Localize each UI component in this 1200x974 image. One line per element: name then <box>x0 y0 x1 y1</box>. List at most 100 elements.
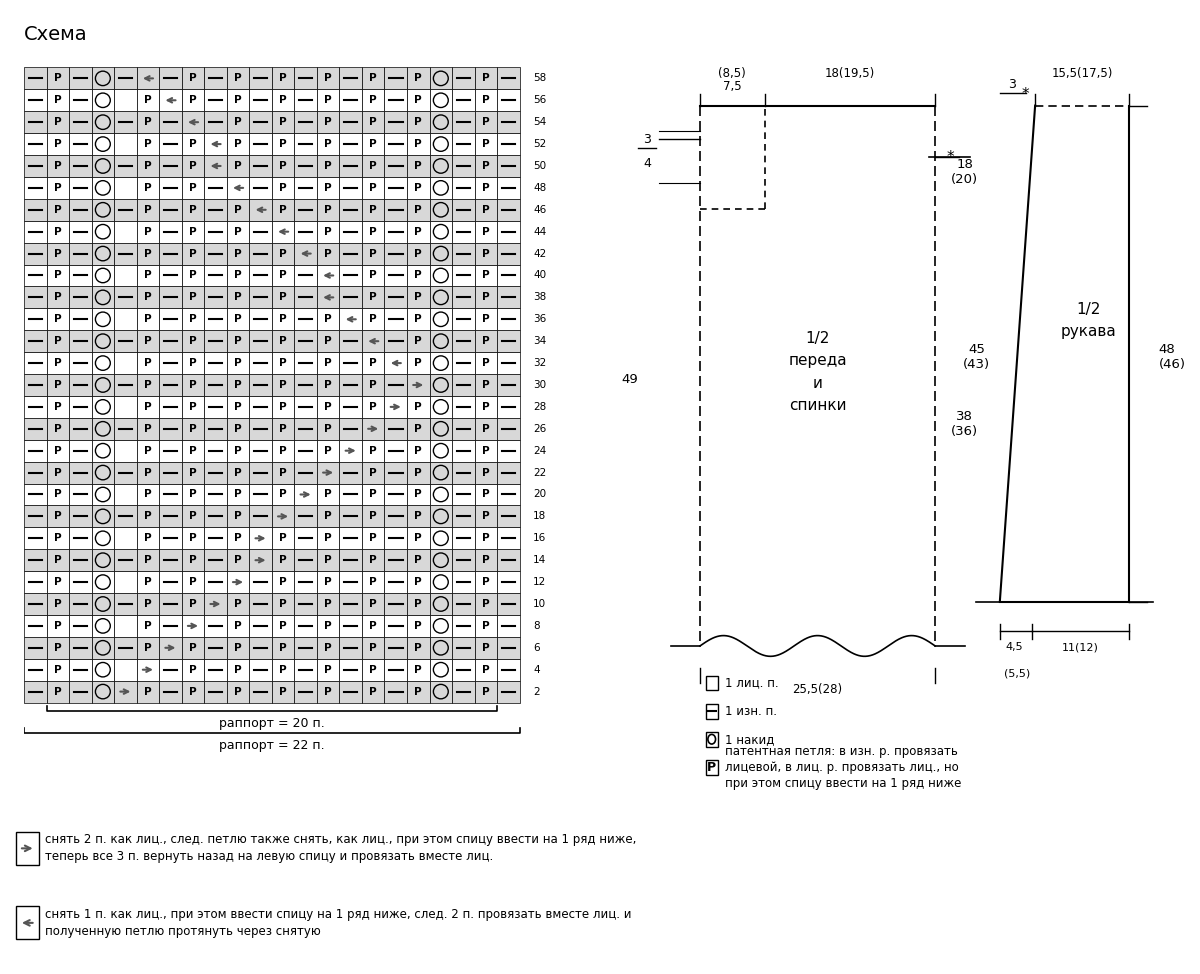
Bar <box>250 374 272 396</box>
Bar <box>452 155 475 177</box>
Text: P: P <box>414 248 422 258</box>
Bar <box>340 286 362 309</box>
Bar <box>362 593 384 615</box>
Bar <box>47 506 70 527</box>
Bar <box>227 90 250 111</box>
Bar <box>114 265 137 286</box>
Text: P: P <box>324 95 332 105</box>
Text: P: P <box>234 227 242 237</box>
Bar <box>47 681 70 702</box>
Text: P: P <box>370 534 377 543</box>
Bar <box>204 353 227 374</box>
Text: P: P <box>280 139 287 149</box>
Bar <box>91 439 114 462</box>
Bar <box>24 681 47 702</box>
Bar <box>430 243 452 265</box>
Text: P: P <box>414 95 422 105</box>
Text: P: P <box>482 402 490 412</box>
Text: P: P <box>482 73 490 84</box>
Text: P: P <box>414 511 422 521</box>
Text: P: P <box>54 227 61 237</box>
Bar <box>114 286 137 309</box>
Bar <box>91 681 114 702</box>
Bar <box>362 615 384 637</box>
Bar <box>137 374 160 396</box>
Bar <box>181 637 204 658</box>
Text: P: P <box>324 380 332 390</box>
Bar <box>475 506 497 527</box>
Bar <box>70 374 91 396</box>
Text: P: P <box>280 402 287 412</box>
Bar <box>294 90 317 111</box>
Bar <box>70 155 91 177</box>
Bar <box>317 199 340 221</box>
Bar <box>24 309 47 330</box>
Text: P: P <box>234 599 242 609</box>
Bar <box>452 462 475 483</box>
Bar <box>430 90 452 111</box>
Text: P: P <box>482 139 490 149</box>
Text: P: P <box>234 424 242 433</box>
Bar <box>430 418 452 439</box>
Text: P: P <box>280 620 287 631</box>
Bar <box>475 549 497 571</box>
Bar <box>317 90 340 111</box>
Text: P: P <box>324 687 332 696</box>
Bar <box>160 265 181 286</box>
Bar <box>272 658 294 681</box>
Bar <box>250 506 272 527</box>
Bar <box>250 637 272 658</box>
Text: P: P <box>234 511 242 521</box>
Bar <box>340 199 362 221</box>
Bar <box>294 265 317 286</box>
Bar <box>272 506 294 527</box>
Bar <box>160 90 181 111</box>
Bar <box>317 155 340 177</box>
Bar <box>430 330 452 353</box>
Bar <box>91 353 114 374</box>
Text: P: P <box>234 336 242 346</box>
Bar <box>497 681 520 702</box>
Text: P: P <box>234 402 242 412</box>
Bar <box>91 243 114 265</box>
Text: P: P <box>324 205 332 215</box>
Bar <box>91 374 114 396</box>
Bar <box>137 177 160 199</box>
Bar <box>497 90 520 111</box>
Bar <box>137 681 160 702</box>
Bar <box>294 177 317 199</box>
Bar <box>47 330 70 353</box>
Text: P: P <box>54 687 61 696</box>
Text: P: P <box>190 511 197 521</box>
Bar <box>70 506 91 527</box>
Bar <box>70 309 91 330</box>
Bar <box>70 549 91 571</box>
Bar <box>227 199 250 221</box>
Text: P: P <box>324 315 332 324</box>
Bar <box>452 243 475 265</box>
Bar <box>317 353 340 374</box>
Bar <box>407 571 430 593</box>
Bar <box>317 637 340 658</box>
Bar <box>24 637 47 658</box>
Bar <box>181 681 204 702</box>
Bar <box>114 527 137 549</box>
Text: P: P <box>324 490 332 500</box>
Text: 48
(46): 48 (46) <box>1159 343 1186 371</box>
Bar <box>160 133 181 155</box>
Bar <box>47 90 70 111</box>
Text: P: P <box>144 358 151 368</box>
Bar <box>430 439 452 462</box>
Text: P: P <box>324 358 332 368</box>
Text: P: P <box>370 643 377 653</box>
Text: *: * <box>1021 87 1030 102</box>
Bar <box>114 330 137 353</box>
Bar <box>452 90 475 111</box>
Bar <box>407 265 430 286</box>
Bar <box>24 593 47 615</box>
Bar <box>137 658 160 681</box>
Text: 42: 42 <box>533 248 546 258</box>
Bar <box>706 676 718 691</box>
Bar <box>430 462 452 483</box>
Bar <box>227 483 250 506</box>
